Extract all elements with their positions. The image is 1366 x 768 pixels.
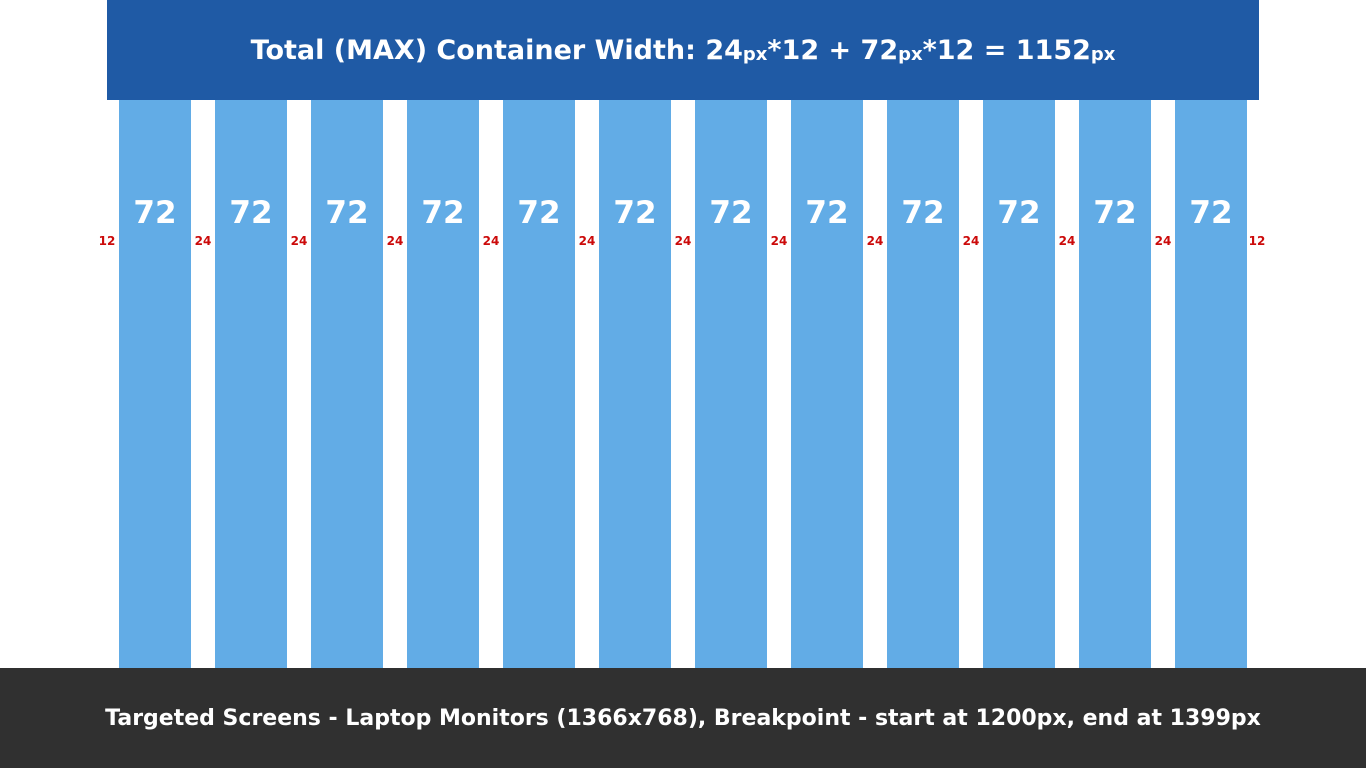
column-width-label: 72 — [1189, 195, 1233, 231]
header-unit: px — [898, 43, 923, 65]
column-width-label: 72 — [709, 195, 753, 231]
column-width-label: 72 — [613, 195, 657, 231]
header-unit: px — [1090, 43, 1116, 65]
grid-column: 72 — [983, 100, 1055, 668]
gutter-width-label: 24 — [194, 234, 212, 248]
column-width-label: 72 — [325, 195, 369, 231]
grid-column: 72 — [407, 100, 479, 668]
header-mid: *12 + 72 — [767, 34, 899, 66]
gutter-width-label: 24 — [578, 234, 596, 248]
grid-column: 72 — [887, 100, 959, 668]
grid-column: 72 — [599, 100, 671, 668]
column-width-label: 72 — [997, 195, 1041, 231]
gutter-width-label: 24 — [386, 234, 404, 248]
column-width-label: 72 — [805, 195, 849, 231]
edge-gutter-label: 12 — [1248, 234, 1266, 248]
gutter-width-label: 24 — [1058, 234, 1076, 248]
footer-text: Targeted Screens - Laptop Monitors (1366… — [105, 705, 1261, 731]
column-width-label: 72 — [421, 195, 465, 231]
header-mid: *12 = 1152 — [922, 34, 1091, 66]
column-width-label: 72 — [901, 195, 945, 231]
column-width-label: 72 — [1093, 195, 1137, 231]
target-screens-footer: Targeted Screens - Laptop Monitors (1366… — [0, 668, 1366, 768]
grid-column: 72 — [695, 100, 767, 668]
gutter-width-label: 24 — [674, 234, 692, 248]
grid-column: 72 — [1175, 100, 1247, 668]
grid-column: 72 — [215, 100, 287, 668]
grid-column: 72 — [119, 100, 191, 668]
column-width-label: 72 — [133, 195, 177, 231]
gutter-width-label: 24 — [962, 234, 980, 248]
column-width-label: 72 — [229, 195, 273, 231]
gutter-width-label: 24 — [482, 234, 500, 248]
gutter-width-label: 24 — [866, 234, 884, 248]
grid-column: 72 — [503, 100, 575, 668]
grid-column: 72 — [791, 100, 863, 668]
header-unit: px — [742, 43, 768, 65]
column-grid: 72 72 72 72 72 72 72 72 72 72 72 72 12 24 24 24 24 24 24 24… — [99, 100, 1265, 668]
container-width-header: Total (MAX) Container Width: 24px*12 + 7… — [107, 0, 1259, 100]
header-prefix: Total (MAX) Container Width: 24 — [250, 34, 743, 66]
gutter-width-label: 24 — [1154, 234, 1172, 248]
gutter-width-label: 24 — [290, 234, 308, 248]
grid-column: 72 — [1079, 100, 1151, 668]
grid-column: 72 — [311, 100, 383, 668]
gutter-width-label: 24 — [770, 234, 788, 248]
header-text: Total (MAX) Container Width: 24px*12 + 7… — [251, 35, 1116, 66]
edge-gutter-label: 12 — [98, 234, 116, 248]
column-width-label: 72 — [517, 195, 561, 231]
